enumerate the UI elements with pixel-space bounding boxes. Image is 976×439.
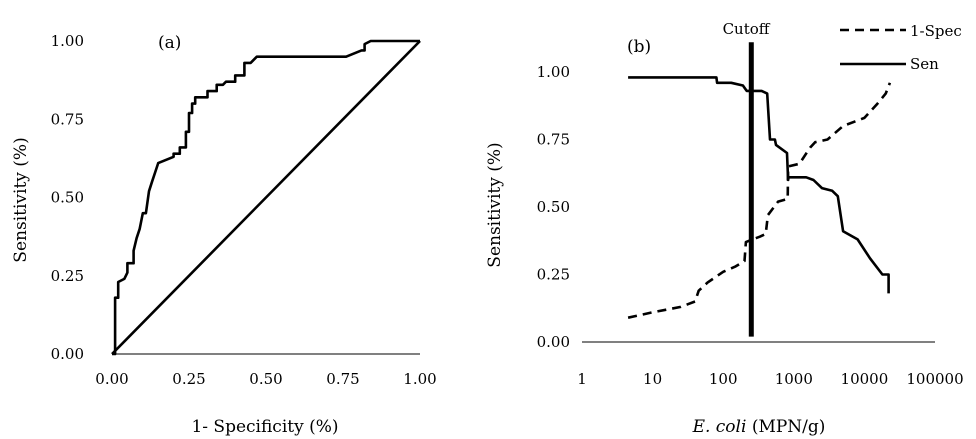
panel-a-roc-curve: 0.00 0.25 0.50 0.75 1.00 0.00 0.25 0.50 0.75 1.00…	[11, 32, 437, 437]
x-tick-label: 100	[709, 370, 738, 388]
x-tick-label: 10000	[841, 370, 889, 388]
x-tick-label: 10	[643, 370, 662, 388]
x-tick-label: 1.00	[403, 370, 436, 388]
x-axis-label: 1- Specificity (%)	[191, 417, 338, 437]
legend-label-sensitivity: Sen	[910, 55, 939, 73]
cutoff-label: Cutoff	[723, 20, 771, 38]
y-tick-label: 1.00	[51, 32, 84, 50]
y-tick-label: 1.00	[537, 63, 570, 81]
y-tick-label: 0.25	[537, 266, 570, 284]
y-axis-label: Sensitivity (%)	[11, 137, 31, 262]
legend-label-one-minus-specificity: 1-Spec	[910, 22, 962, 40]
y-tick-label: 0.00	[51, 345, 84, 363]
sensitivity-line	[628, 76, 890, 294]
x-axis-label: E. coli (MPN/g)	[692, 417, 826, 437]
panel-label-a: (a)	[158, 33, 181, 53]
panel-label-b: (b)	[627, 37, 651, 57]
y-axis-label: Sensitivity (%)	[485, 142, 505, 267]
x-tick-label: 0.50	[249, 370, 282, 388]
x-tick-label: 0.00	[95, 370, 128, 388]
x-axis-label-organism: E. coli	[692, 417, 747, 437]
x-tick-label: 1000	[775, 370, 813, 388]
x-tick-label: 0.75	[326, 370, 359, 388]
x-tick-label: 1	[577, 370, 587, 388]
x-tick-label: 100000	[906, 370, 963, 388]
y-tick-label: 0.25	[51, 267, 84, 285]
y-tick-label: 0.50	[51, 189, 84, 207]
y-tick-label: 0.75	[51, 110, 84, 128]
x-tick-label: 0.25	[172, 370, 205, 388]
reference-diagonal-line	[111, 40, 421, 355]
y-tick-label: 0.75	[537, 131, 570, 149]
one-minus-specificity-line	[627, 82, 892, 319]
y-tick-label: 0.50	[537, 198, 570, 216]
y-tick-label: 0.00	[537, 333, 570, 351]
roc-curve-line	[112, 39, 420, 356]
x-axis-label-unit: (MPN/g)	[746, 417, 825, 437]
panel-b-cutoff-plot: 0.00 0.25 0.50 0.75 1.00 1 10 100 1000 10000 10000…	[485, 20, 964, 437]
